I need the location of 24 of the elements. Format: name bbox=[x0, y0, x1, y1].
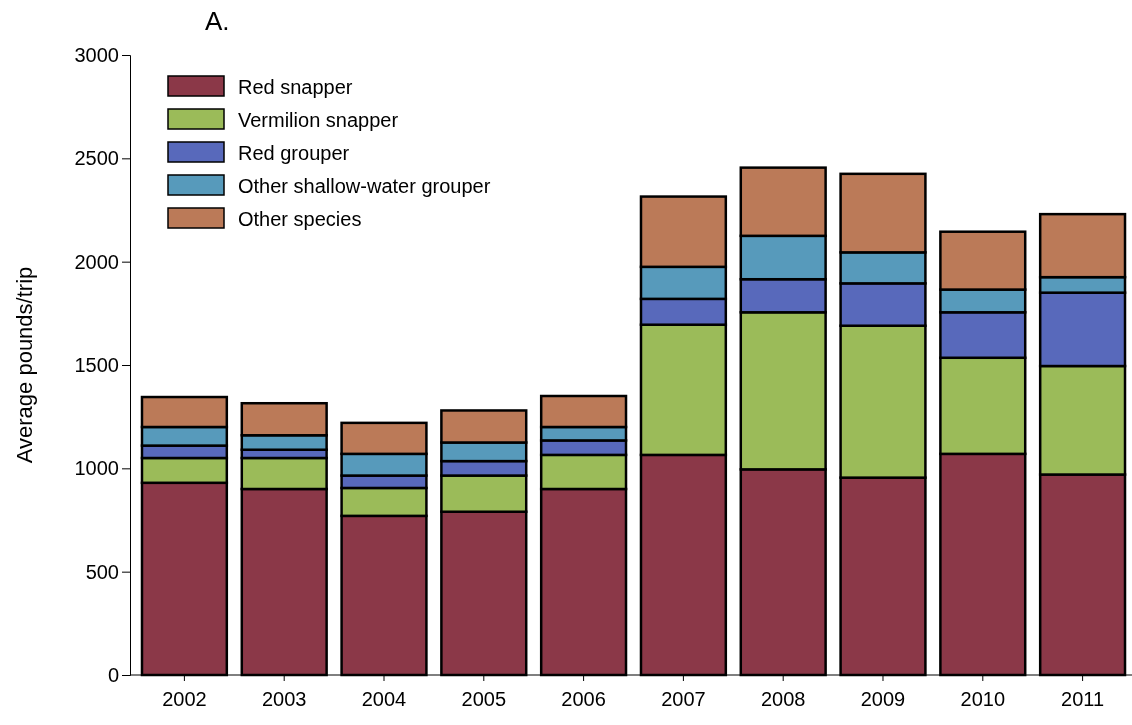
x-tick-label: 2011 bbox=[1061, 688, 1105, 710]
x-tick-label: 2003 bbox=[261, 688, 307, 710]
y-tick-label: 1000 bbox=[74, 457, 119, 480]
legend-label: Red snapper bbox=[238, 76, 353, 98]
y-tick-label: 1500 bbox=[74, 353, 119, 376]
legend-label: Other species bbox=[238, 208, 362, 230]
x-tick-label: 2008 bbox=[760, 688, 806, 710]
y-tick-label: 2000 bbox=[74, 250, 119, 273]
y-tick-label: 3000 bbox=[74, 43, 119, 66]
x-tick-label: 2002 bbox=[162, 688, 207, 710]
legend-label: Red grouper bbox=[238, 142, 350, 164]
legend-label: Other shallow-water grouper bbox=[238, 175, 491, 197]
x-tick-label: 2009 bbox=[860, 688, 906, 710]
x-tick-label: 2006 bbox=[561, 688, 606, 710]
x-tick-label: 2005 bbox=[461, 688, 507, 710]
y-tick-label: 0 bbox=[107, 663, 119, 686]
x-tick-label: 2007 bbox=[661, 688, 706, 710]
y-axis-title: Average pounds/trip bbox=[12, 266, 37, 464]
chart-title: A. bbox=[205, 6, 230, 36]
x-tick-label: 2010 bbox=[960, 688, 1006, 710]
y-tick-label: 2500 bbox=[74, 147, 119, 170]
legend-label: Vermilion snapper bbox=[238, 109, 399, 131]
x-tick-label: 2004 bbox=[361, 688, 407, 710]
y-tick-label: 500 bbox=[85, 560, 119, 583]
